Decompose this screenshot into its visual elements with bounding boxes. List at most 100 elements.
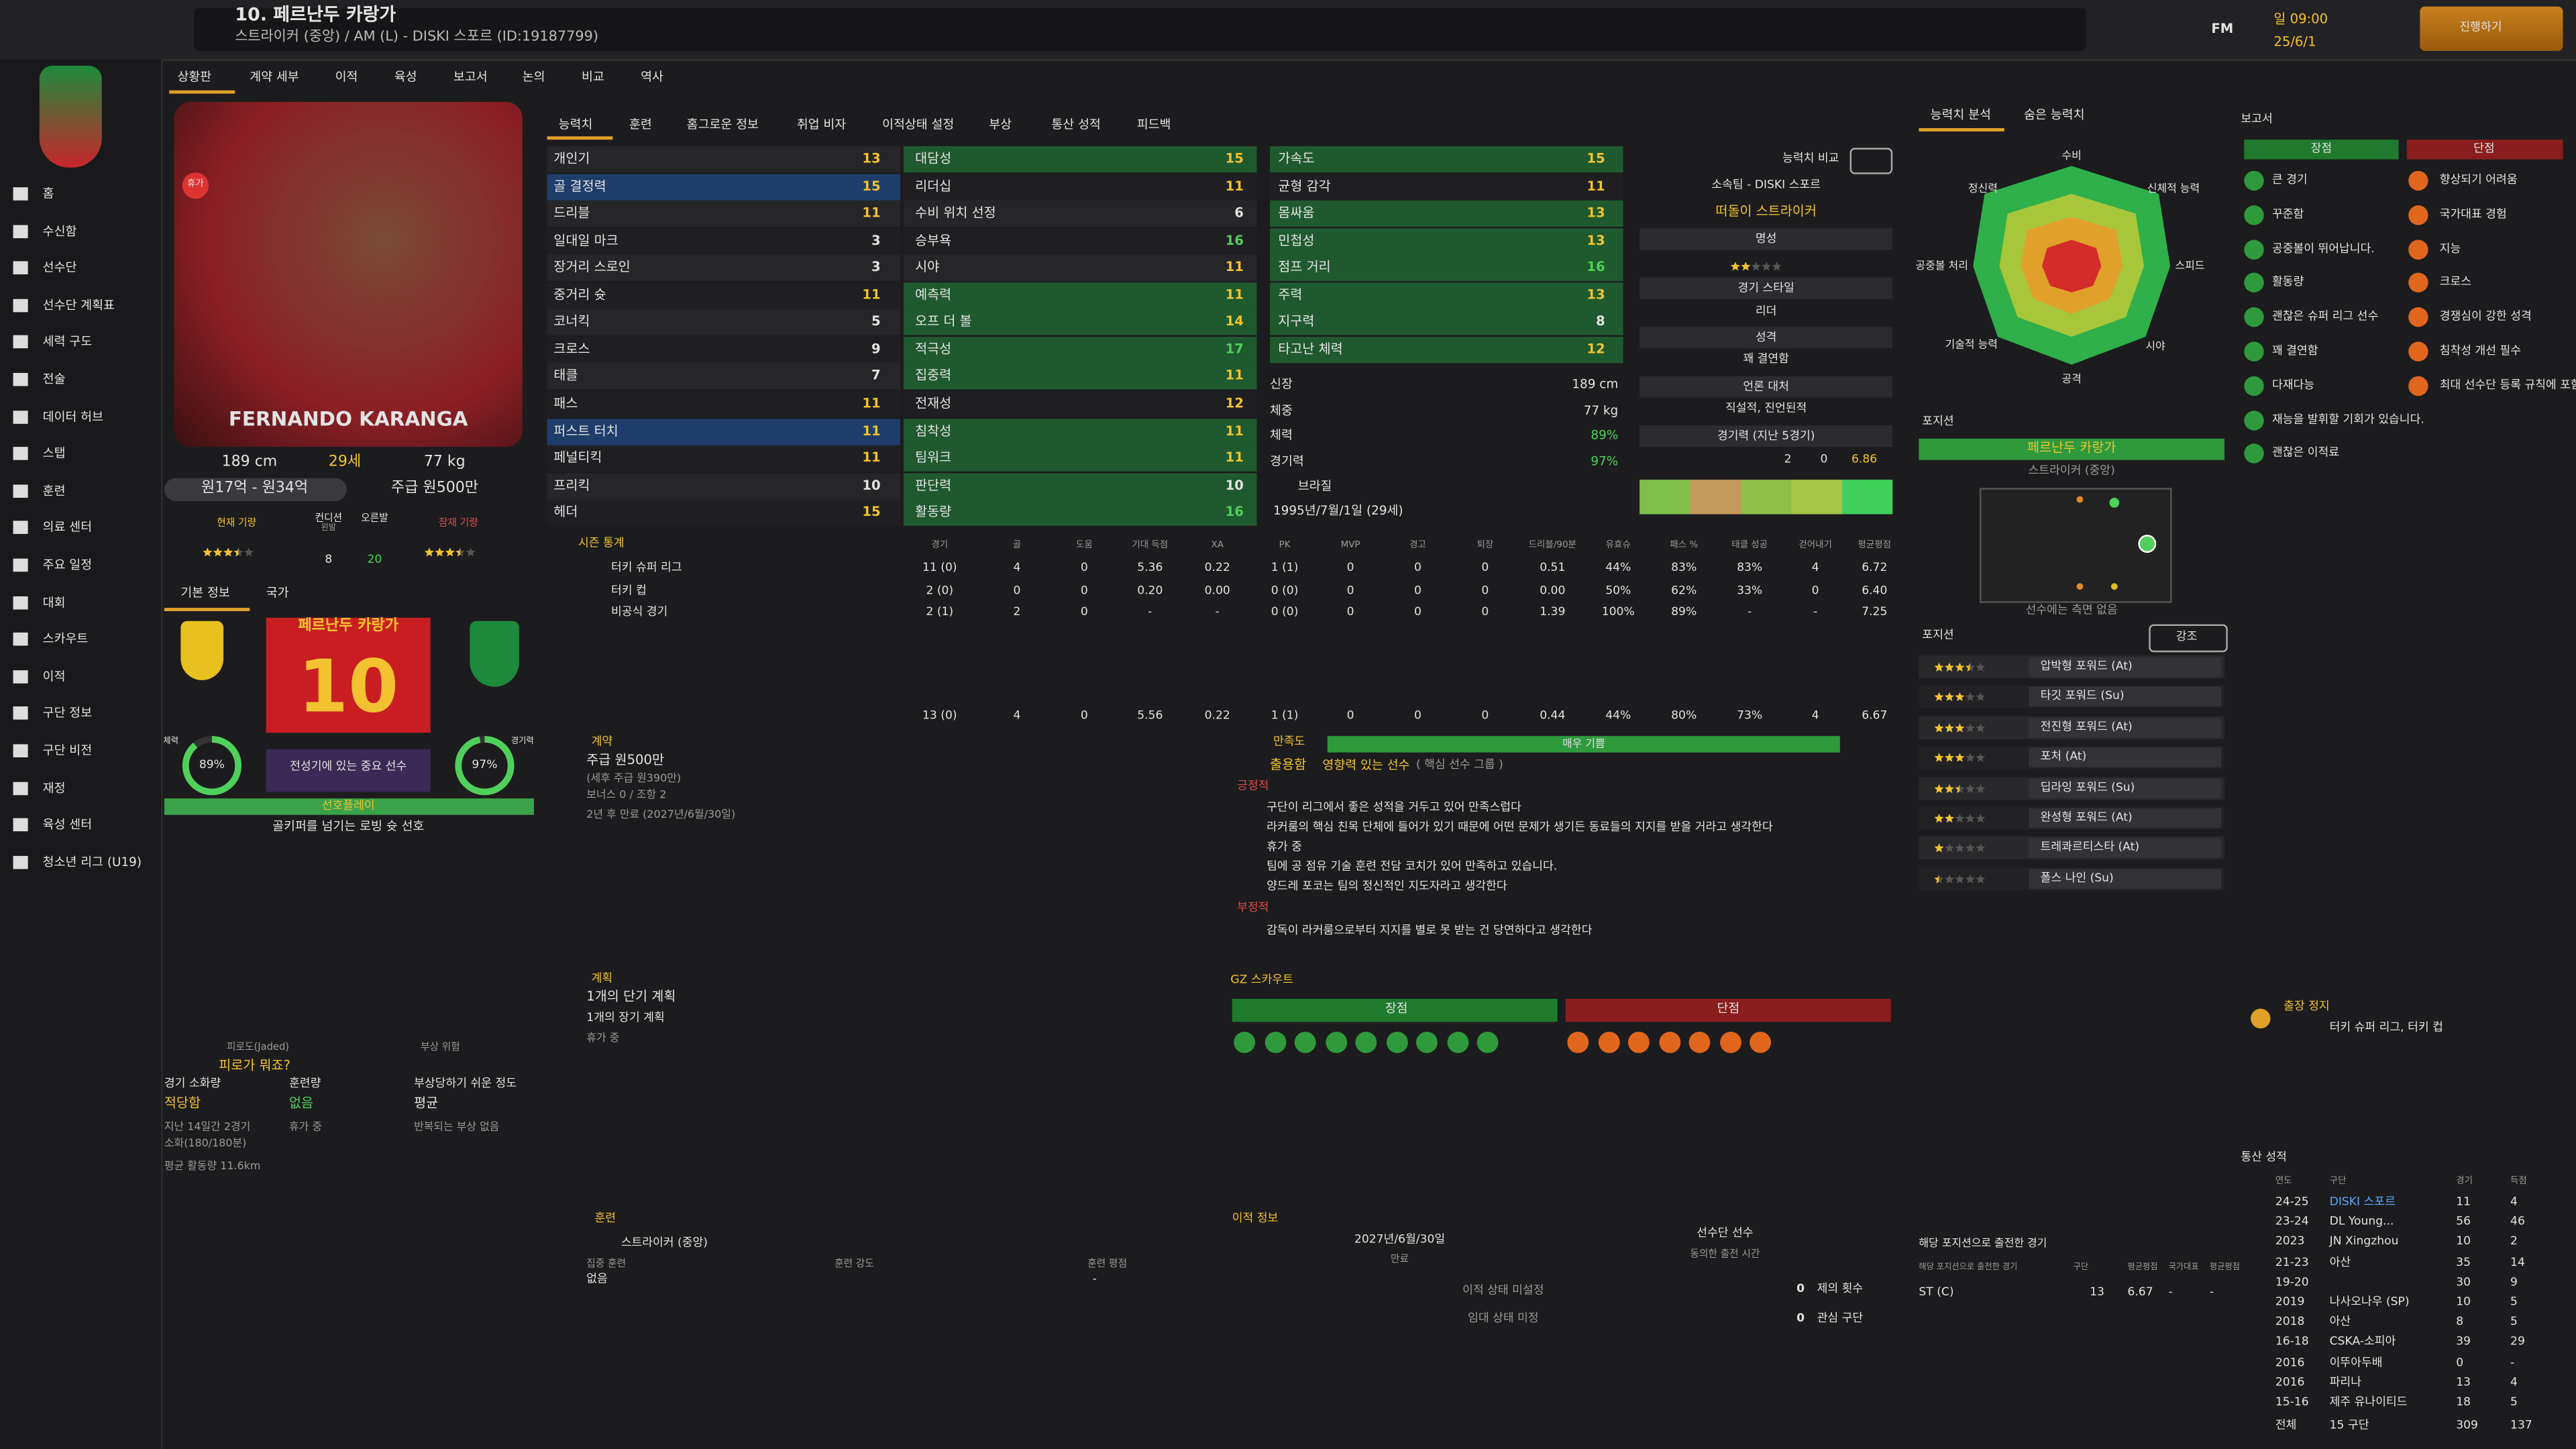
ring-label: 89% [199,758,225,771]
stat-header: 평균평점 [1858,541,1892,551]
nav-item[interactable]: 구단 정보 [42,706,93,721]
nav-item[interactable]: 데이터 허브 [42,409,104,424]
con-item: 지능 [2439,241,2461,255]
analysis-tab[interactable]: 숨은 능력치 [2024,107,2085,122]
career-cell: 30 [2456,1275,2471,1289]
continue-button[interactable] [2420,6,2563,51]
scout-icon [1325,1031,1346,1053]
radar-axis: 정신력 [1968,182,1998,195]
compare-button[interactable] [1849,148,1893,174]
nav-item[interactable]: 훈련 [42,483,66,498]
summary-header [1640,327,1893,349]
stat-total: 0 [1346,708,1354,722]
training: 없음 [289,1095,314,1111]
scout-cons: 단점 [1717,1001,1740,1016]
career-cell: 이뚜아두배 [2329,1355,2383,1369]
attribute-name: 전재성 [915,396,952,411]
stat-header: 경고 [1409,541,1426,551]
continue-label[interactable]: 진행하기 [2459,20,2502,34]
subtab[interactable]: 피드백 [1136,117,1171,132]
career-cell: 4 [2510,1375,2518,1389]
subtab[interactable]: 취업 비자 [796,117,847,132]
tab[interactable]: 계약 세부 [250,69,299,85]
subtab[interactable]: 능력치 [558,117,593,132]
attribute-name: 중거리 슛 [553,286,606,303]
nav-item[interactable]: 세력 구도 [42,334,93,350]
subtab[interactable]: 이적상태 설정 [882,117,955,132]
attribute-row [547,336,901,363]
nav-icon [13,224,28,238]
role-name[interactable]: 전진형 포워드 (At) [2040,720,2133,733]
ring-gauge [182,736,242,796]
club: 소속팀 - DISKI 스포르 [1711,178,1821,192]
tab[interactable]: 이적 [335,69,358,85]
played-header: 해당 포지션으로 출전한 경기 [1919,1263,2018,1273]
badge-bg [182,172,209,199]
highlight-label[interactable]: 강조 [2176,630,2198,643]
role-name[interactable]: 딥라잉 포워드 (Su) [2040,780,2135,794]
tab[interactable]: 논의 [522,69,545,85]
nav-item[interactable]: 이적 [42,668,66,684]
tab[interactable]: 비교 [581,69,604,85]
subtab[interactable]: 홈그로운 정보 [686,117,759,132]
stat-total: 5.56 [1137,708,1163,722]
nav-item[interactable]: 육성 센터 [42,817,93,833]
preferred-title: 선호플레이 [321,799,375,813]
tab[interactable]: 육성 [394,69,417,85]
role-select [2029,808,2222,828]
contract-bonus: 보너스 0 / 조항 2 [586,788,667,802]
tab[interactable]: 상황판 [177,69,212,85]
role-name[interactable]: 폴스 나인 (Su) [2040,871,2114,885]
role-name[interactable]: 포처 (At) [2040,750,2087,764]
bio-value: 189 cm [1572,376,1619,392]
role-name[interactable]: 트레콰르티스타 (At) [2040,841,2140,855]
nation-crest [180,621,224,680]
subtab[interactable]: 통산 성적 [1051,117,1101,132]
role-stars [1934,874,1986,883]
nav-item[interactable]: 의료 센터 [42,520,93,535]
attribute-name: 가속도 [1278,151,1315,166]
nation-tab[interactable]: 국가 [266,585,289,600]
scout-icon [1446,1031,1468,1053]
career-cell: 제주 유나이티드 [2329,1395,2408,1409]
role-name[interactable]: 압박형 포워드 (At) [2040,659,2133,673]
jaded-link[interactable]: 피로가 뭐죠? [219,1058,290,1073]
role-name[interactable]: 완성형 포워드 (At) [2040,810,2133,824]
value-pill [164,478,347,501]
attribute-row [547,282,901,309]
attribute-value: 11 [1225,368,1244,384]
attribute-value: 11 [862,286,881,303]
highlight-button[interactable] [2149,624,2228,653]
nav-item[interactable]: 홈 [42,186,54,201]
subtab[interactable]: 부상 [989,117,1012,132]
nav-item[interactable]: 청소년 리그 (U19) [42,854,142,869]
pro-icon [2244,410,2264,430]
attribute-row [547,173,901,200]
nav-item[interactable]: 스카우트 [42,631,89,647]
tab[interactable]: 보고서 [453,69,488,85]
career-header: 득점 [2510,1177,2527,1187]
happiness-title: 만족도 [1273,735,1305,749]
nav-item[interactable]: 수신함 [42,223,77,238]
nav-item[interactable]: 선수단 계획표 [42,297,115,313]
stat-cell: 0 [1481,561,1489,574]
nation: 브라질 [1297,478,1332,494]
nav-item[interactable]: 구단 비전 [42,743,93,758]
nav-item[interactable]: 대회 [42,594,66,610]
con-icon [2408,170,2428,191]
role-name[interactable]: 타깃 포워드 (Su) [2040,690,2125,703]
attribute-name: 점프 거리 [1278,260,1331,275]
tab[interactable]: 역사 [641,69,663,85]
analysis-tab[interactable]: 능력치 분석 [1930,107,1991,122]
nav-item[interactable]: 전술 [42,372,66,387]
stat-cell: 0.51 [1540,561,1566,574]
shirt-card [266,617,431,733]
nav-item[interactable]: 재정 [42,780,66,795]
career-cell: 5 [2510,1315,2518,1329]
nav-item[interactable]: 주요 일정 [42,557,93,572]
nav-item[interactable]: 스탭 [42,445,66,461]
info-tab[interactable]: 기본 정보 [180,585,230,600]
attribute-row [903,445,1257,472]
nav-item[interactable]: 선수단 [42,260,77,276]
subtab[interactable]: 훈련 [629,117,652,132]
